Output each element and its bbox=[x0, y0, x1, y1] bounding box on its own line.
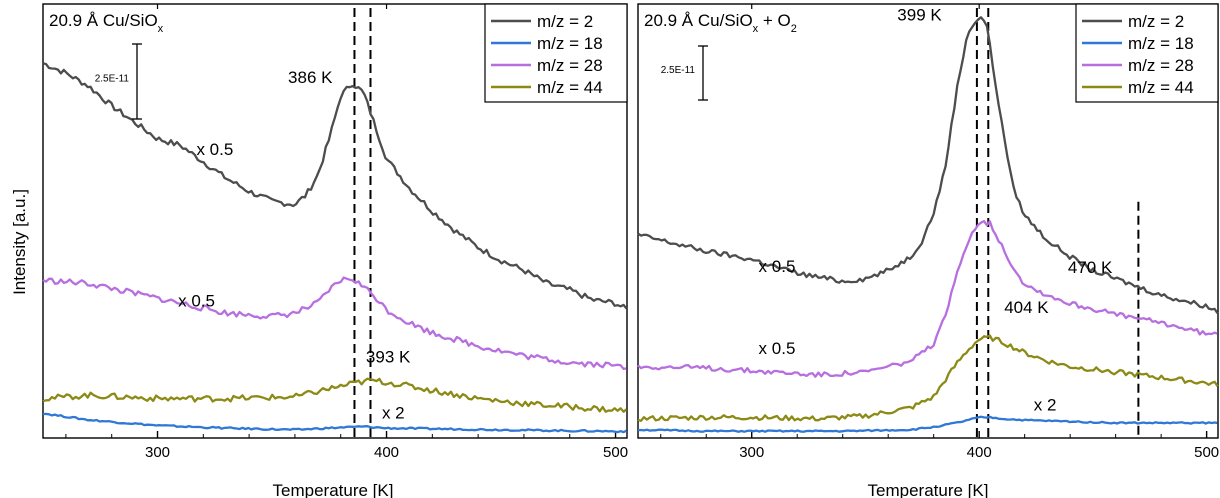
annotation: 393 K bbox=[366, 347, 411, 366]
scale-bar-label: 2.5E-11 bbox=[661, 65, 696, 76]
annotation: 404 K bbox=[1004, 298, 1049, 317]
series-line-mz28 bbox=[637, 219, 1218, 378]
x-tick-label: 500 bbox=[1194, 444, 1219, 461]
plot-frame bbox=[42, 3, 628, 439]
annotation: x 2 bbox=[382, 403, 405, 422]
annotation: x 0.5 bbox=[178, 291, 215, 310]
annotation: 470 K bbox=[1068, 258, 1113, 277]
annotation: x 2 bbox=[1034, 396, 1057, 415]
legend-label: m/z = 2 bbox=[1128, 12, 1184, 31]
right-plot-area: 300 400 500 399 K 404 K 470 K x 0.5 x 0.5 x 2 2.5… bbox=[637, 3, 1219, 461]
scale-bar-label: 2.5E-11 bbox=[95, 74, 130, 85]
legend-label: m/z = 28 bbox=[537, 56, 603, 75]
legend-label: m/z = 18 bbox=[1128, 34, 1194, 53]
annotation: 399 K bbox=[897, 5, 942, 24]
plot-frame bbox=[637, 3, 1219, 439]
legend-label: m/z = 2 bbox=[537, 12, 593, 31]
left-x-axis-title: Temperature [K] bbox=[273, 481, 394, 498]
annotation: x 0.5 bbox=[759, 339, 796, 358]
left-panel: 300 400 500 386 K 393 K x 0.5 x 0.5 x 2 2.5E-11 m… bbox=[42, 3, 628, 498]
right-panel-title: 20.9 Å Cu/SiOx + O2 bbox=[644, 11, 797, 35]
left-panel-title: 20.9 Å Cu/SiOx bbox=[49, 11, 164, 35]
series-line-mz2 bbox=[637, 16, 1219, 314]
legend-label: m/z = 18 bbox=[537, 34, 603, 53]
annotation: 386 K bbox=[288, 68, 333, 87]
series-line-mz18 bbox=[42, 412, 628, 434]
legend-label: m/z = 28 bbox=[1128, 56, 1194, 75]
right-x-axis-title: Temperature [K] bbox=[868, 481, 989, 498]
series-line-mz44 bbox=[42, 377, 628, 413]
x-tick-label: 500 bbox=[603, 444, 628, 461]
series-line-mz2 bbox=[42, 62, 628, 310]
x-tick-label: 400 bbox=[967, 444, 992, 461]
legend: m/z = 2 m/z = 18 m/z = 28 m/z = 44 bbox=[1075, 3, 1219, 103]
right-panel: 300 400 500 399 K 404 K 470 K x 0.5 x 0.5 x 2 2.5… bbox=[637, 3, 1219, 498]
legend-label: m/z = 44 bbox=[537, 78, 603, 97]
annotation: x 0.5 bbox=[196, 140, 233, 159]
x-tick-label: 300 bbox=[145, 444, 170, 461]
x-tick-label: 300 bbox=[739, 444, 764, 461]
annotation: x 0.5 bbox=[759, 257, 796, 276]
series-line-mz18 bbox=[637, 415, 1218, 433]
series-line-mz44 bbox=[637, 334, 1219, 422]
left-plot-area: 300 400 500 386 K 393 K x 0.5 x 0.5 x 2 2.5E-11 m… bbox=[42, 3, 628, 461]
series-line-mz28 bbox=[42, 276, 627, 371]
legend: m/z = 2 m/z = 18 m/z = 28 m/z = 44 bbox=[484, 3, 628, 103]
x-tick-label: 400 bbox=[374, 444, 399, 461]
legend-label: m/z = 44 bbox=[1128, 78, 1194, 97]
y-axis-title: Intensity [a.u.] bbox=[10, 189, 29, 295]
